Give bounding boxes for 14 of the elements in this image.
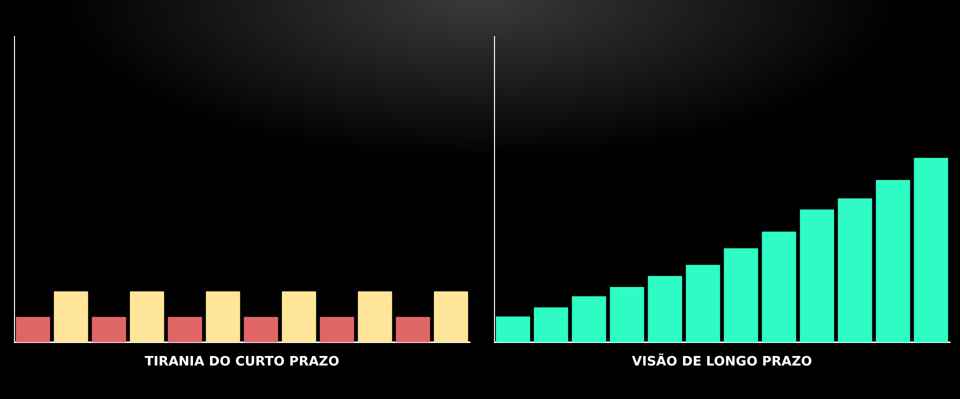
bar	[648, 276, 682, 342]
bar	[686, 264, 720, 342]
bar	[762, 232, 796, 342]
bar	[610, 287, 644, 342]
text: TIRANIA DO CURTO PRAZO	[144, 354, 340, 370]
bar	[800, 210, 834, 342]
text: VISÃO DE LONGO PRAZO	[632, 352, 812, 370]
bar	[838, 198, 872, 342]
bar	[914, 158, 948, 342]
bar	[724, 248, 758, 342]
bar	[572, 296, 606, 342]
bar	[496, 316, 530, 342]
bar	[876, 180, 910, 342]
bar	[534, 307, 568, 342]
